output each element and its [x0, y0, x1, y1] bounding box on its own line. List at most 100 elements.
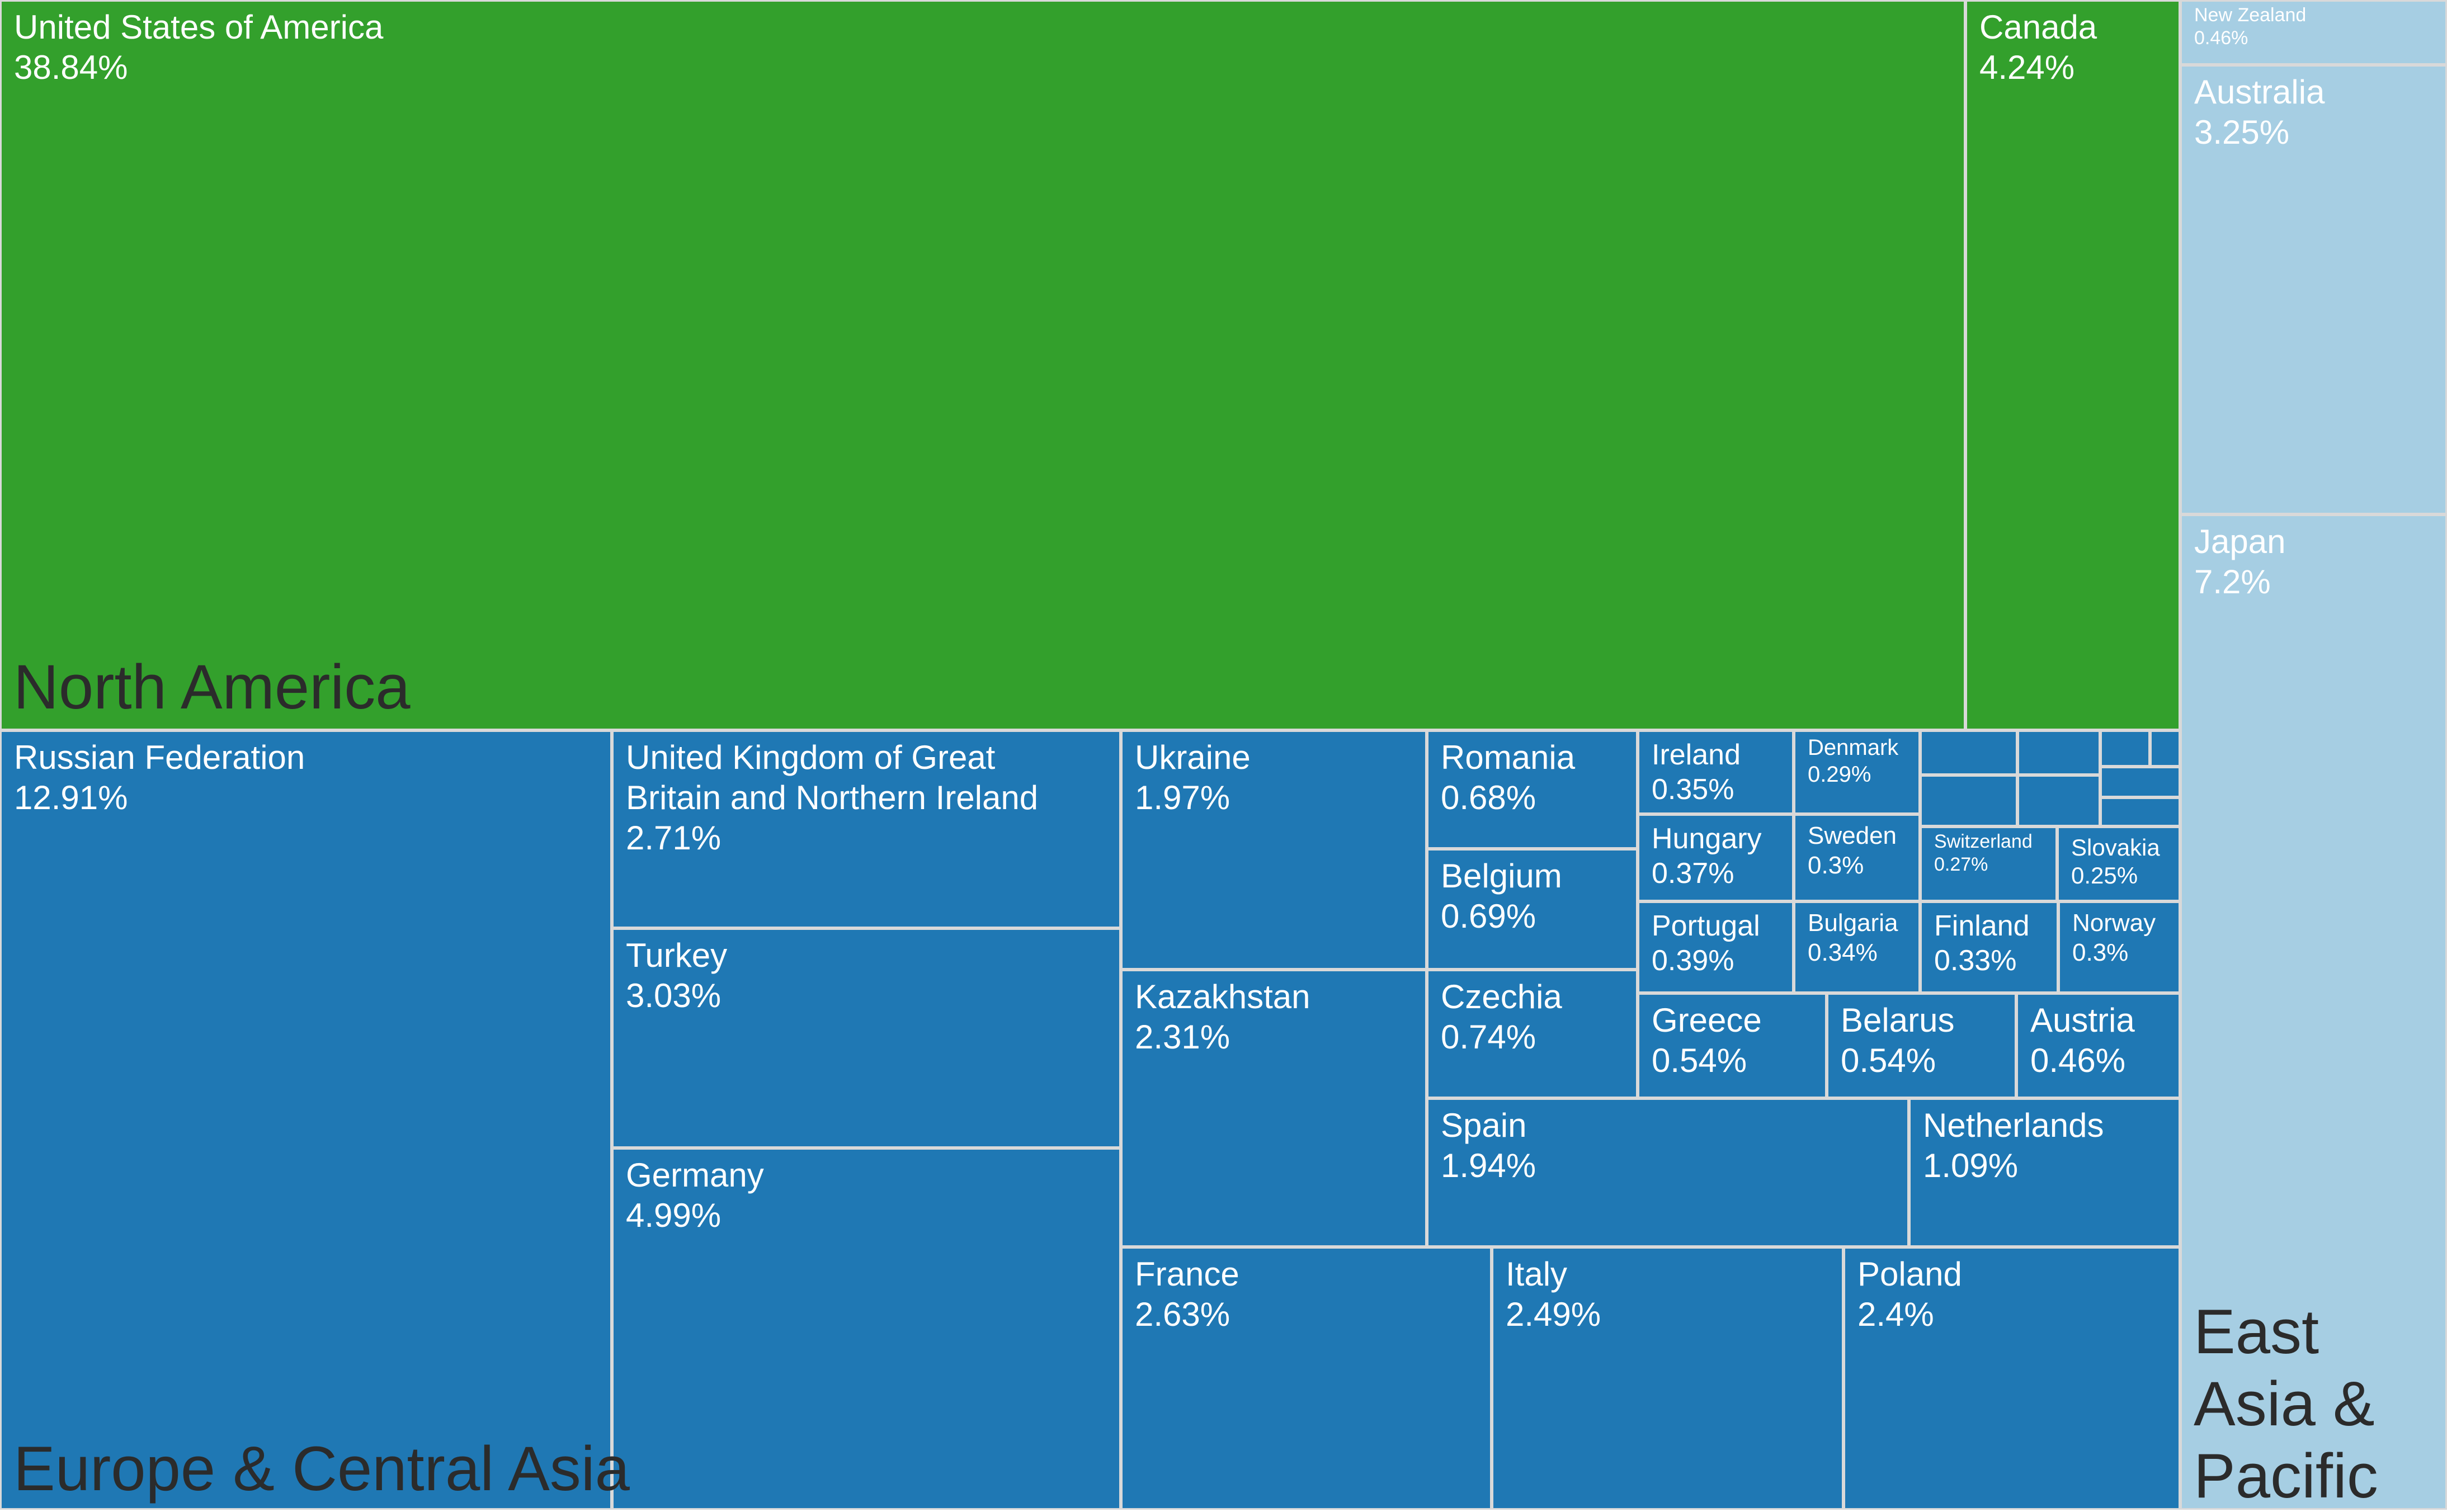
- treemap-cell-portugal: Portugal 0.39%: [1638, 901, 1794, 993]
- cell-value: 0.3%: [2072, 938, 2129, 966]
- treemap-cell-small: [1920, 775, 2017, 826]
- cell-label: Sweden: [1808, 822, 1897, 849]
- treemap-cell-small: [2017, 730, 2100, 775]
- cell-label: New Zealand: [2194, 4, 2307, 26]
- cell-label: Russian Federation: [14, 739, 305, 776]
- treemap-cell-belarus: Belarus 0.54%: [1827, 993, 2016, 1098]
- treemap-cell-australia: Australia 3.25%: [2180, 65, 2447, 514]
- cell-value: 0.3%: [1808, 851, 1864, 879]
- cell-label: Ireland: [1652, 739, 1741, 771]
- treemap-cell-turkey: Turkey 3.03%: [612, 928, 1121, 1148]
- treemap-cell-ukraine: Ukraine 1.97%: [1121, 730, 1427, 970]
- cell-value: 3.03%: [626, 977, 722, 1014]
- cell-value: 0.39%: [1652, 944, 1734, 977]
- treemap-cell-small: [2100, 730, 2150, 767]
- treemap-cell-ireland: Ireland 0.35%: [1638, 730, 1794, 814]
- treemap-cell-switzerland: Switzerland 0.27%: [1920, 826, 2057, 901]
- cell-value: 0.33%: [1934, 944, 2017, 977]
- treemap-cell-hungary: Hungary 0.37%: [1638, 814, 1794, 901]
- cell-label: Japan: [2194, 523, 2286, 560]
- cell-label: Norway: [2072, 909, 2156, 937]
- cell-value: 38.84%: [14, 49, 128, 86]
- cell-label: Poland: [1857, 1255, 1962, 1293]
- treemap-cell-small: [2100, 767, 2180, 797]
- cell-label: Finland: [1934, 910, 2030, 942]
- cell-value: 2.63%: [1135, 1296, 1230, 1333]
- cell-value: 0.25%: [2071, 862, 2138, 889]
- cell-value: 0.27%: [1934, 853, 1988, 875]
- cell-value: 3.25%: [2194, 114, 2290, 151]
- treemap-cell-finland: Finland 0.33%: [1920, 901, 2058, 993]
- treemap-cell-poland: Poland 2.4%: [1843, 1247, 2180, 1510]
- treemap-cell-italy: Italy 2.49%: [1492, 1247, 1843, 1510]
- cell-label: Germany: [626, 1156, 764, 1194]
- treemap-cell-small: [2017, 775, 2100, 826]
- cell-label: Greece: [1652, 1001, 1762, 1039]
- treemap-cell-small: [2100, 797, 2180, 826]
- treemap-cell-united-kingdom-of-great-britain-and-northern-ireland: United Kingdom of Great Britain and Nort…: [612, 730, 1121, 928]
- cell-label: Spain: [1441, 1107, 1527, 1144]
- cell-label: United States of America: [14, 8, 384, 46]
- cell-label: Austria: [2030, 1001, 2135, 1039]
- cell-label: France: [1135, 1255, 1239, 1293]
- treemap-cell-kazakhstan: Kazakhstan 2.31%: [1121, 970, 1427, 1247]
- cell-label: Australia: [2194, 73, 2325, 111]
- cell-label: Bulgaria: [1808, 909, 1898, 937]
- cell-label: Turkey: [626, 937, 728, 974]
- treemap-cell-united-states-of-america: United States of America 38.84%: [0, 0, 1965, 730]
- cell-value: 4.24%: [1979, 49, 2075, 86]
- cell-label: Slovakia: [2071, 834, 2160, 861]
- cell-label: Denmark: [1808, 735, 1899, 760]
- cell-value: 0.54%: [1841, 1042, 1936, 1079]
- cell-label: Ukraine: [1135, 739, 1251, 776]
- treemap-cell-czechia: Czechia 0.74%: [1427, 970, 1638, 1098]
- cell-value: 1.94%: [1441, 1147, 1536, 1184]
- cell-value: 0.68%: [1441, 779, 1536, 816]
- cell-value: 0.69%: [1441, 897, 1536, 935]
- cell-value: 0.46%: [2194, 27, 2248, 49]
- cell-value: 2.31%: [1135, 1018, 1230, 1056]
- cell-label: Netherlands: [1923, 1107, 2104, 1144]
- cell-value: 1.97%: [1135, 779, 1230, 816]
- cell-label: Hungary: [1652, 823, 1762, 855]
- cell-value: 0.29%: [1808, 762, 1871, 787]
- treemap-cell-france: France 2.63%: [1121, 1247, 1492, 1510]
- treemap-cell-small: [2150, 730, 2180, 767]
- treemap-cell-canada: Canada 4.24%: [1965, 0, 2180, 730]
- treemap-cell-spain: Spain 1.94%: [1427, 1098, 1909, 1247]
- cell-value: 0.34%: [1808, 938, 1878, 966]
- treemap-cell-austria: Austria 0.46%: [2016, 993, 2180, 1098]
- cell-label: Belarus: [1841, 1001, 1955, 1039]
- treemap-cell-slovakia: Slovakia 0.25%: [2057, 826, 2180, 901]
- treemap-cell-greece: Greece 0.54%: [1638, 993, 1827, 1098]
- cell-value: 7.2%: [2194, 563, 2271, 601]
- cell-value: 0.35%: [1652, 773, 1734, 806]
- treemap-cell-sweden: Sweden 0.3%: [1794, 814, 1920, 901]
- cell-label: Romania: [1441, 739, 1576, 776]
- treemap-cell-germany: Germany 4.99%: [612, 1148, 1121, 1510]
- cell-value: 1.09%: [1923, 1147, 2019, 1184]
- treemap-cell-belgium: Belgium 0.69%: [1427, 849, 1638, 970]
- treemap-cell-new-zealand: New Zealand 0.46%: [2180, 0, 2447, 65]
- cell-label: Portugal: [1652, 910, 1760, 942]
- treemap-cell-russian-federation: Russian Federation 12.91%: [0, 730, 612, 1510]
- cell-label: Switzerland: [1934, 831, 2033, 852]
- cell-label: Czechia: [1441, 978, 1562, 1015]
- cell-label: Canada: [1979, 8, 2097, 46]
- treemap-cell-denmark: Denmark 0.29%: [1794, 730, 1920, 814]
- cell-label: Italy: [1506, 1255, 1568, 1293]
- cell-value: 0.74%: [1441, 1018, 1536, 1056]
- treemap-cell-small: [1920, 730, 2017, 775]
- cell-value: 12.91%: [14, 779, 128, 816]
- treemap-cell-norway: Norway 0.3%: [2058, 901, 2180, 993]
- cell-value: 0.54%: [1652, 1042, 1747, 1079]
- cell-value: 2.4%: [1857, 1296, 1934, 1333]
- cell-label: Belgium: [1441, 857, 1562, 895]
- treemap-cell-romania: Romania 0.68%: [1427, 730, 1638, 849]
- cell-value: 4.99%: [626, 1197, 722, 1234]
- cell-value: 2.71%: [626, 819, 722, 857]
- treemap-cell-netherlands: Netherlands 1.09%: [1909, 1098, 2180, 1247]
- treemap-cell-japan: Japan 7.2%: [2180, 514, 2447, 1510]
- cell-value: 0.46%: [2030, 1042, 2126, 1079]
